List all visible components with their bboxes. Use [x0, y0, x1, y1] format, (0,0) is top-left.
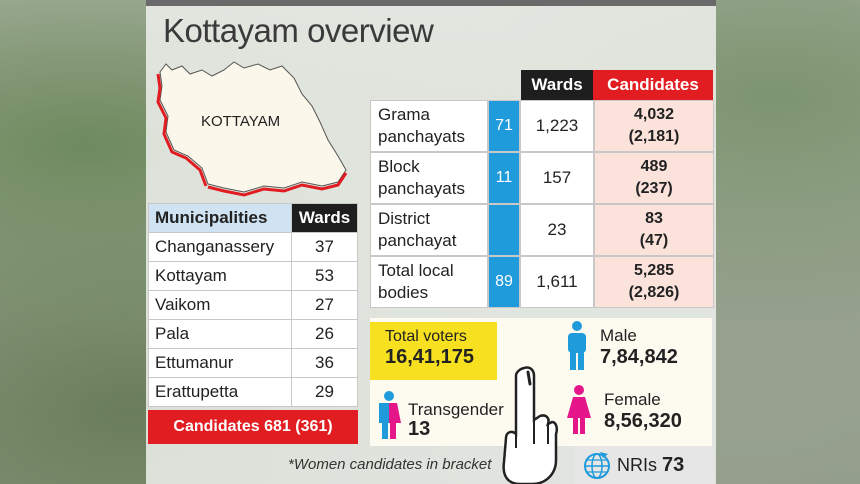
nri-stat: NRIs 73: [617, 454, 684, 477]
municipality-wards: 26: [291, 319, 358, 349]
nri-value: 73: [662, 454, 685, 476]
lb-wards-header: Wards: [521, 70, 593, 100]
municipality-name: Erattupetta: [148, 377, 292, 407]
table-row: Total local bodies 89 1,611 5,285 (2,826): [370, 256, 714, 308]
municipality-name: Vaikom: [148, 290, 292, 320]
lb-count: 89: [488, 256, 520, 308]
lb-wards: 23: [520, 204, 594, 256]
municipality-name: Changanassery: [148, 232, 292, 262]
footnote: *Women candidates in bracket: [288, 456, 492, 473]
wards-header: Wards: [291, 203, 358, 233]
municipalities-table: Municipalities Wards Changanassery 37 Ko…: [148, 203, 358, 407]
table-row: Ettumanur 36: [148, 348, 358, 378]
male-value: 7,84,842: [600, 346, 678, 368]
transgender-label: Transgender: [408, 400, 504, 419]
lb-candidates: 5,285 (2,826): [594, 256, 714, 308]
table-row: Block panchayats 11 157 489 (237): [370, 152, 714, 204]
lb-candidates-header: Candidates: [593, 70, 713, 100]
municipality-name: Kottayam: [148, 261, 292, 291]
lb-candidates: 83 (47): [594, 204, 714, 256]
municipality-wards: 29: [291, 377, 358, 407]
total-voters-label: Total voters: [385, 328, 467, 345]
municipality-name: Ettumanur: [148, 348, 292, 378]
female-icon: [567, 385, 591, 434]
nri-label: NRIs: [617, 455, 657, 475]
table-row: Erattupetta 29: [148, 377, 358, 407]
district-map: [156, 61, 348, 197]
lb-wards: 157: [520, 152, 594, 204]
lb-count: 11: [488, 152, 520, 204]
table-row: Vaikom 27: [148, 290, 358, 320]
municipality-wards: 27: [291, 290, 358, 320]
table-row: Pala 26: [148, 319, 358, 349]
municipality-wards: 37: [291, 232, 358, 262]
table-row: Changanassery 37: [148, 232, 358, 262]
table-header-row: Municipalities Wards: [148, 203, 358, 233]
map-label: KOTTAYAM: [201, 113, 281, 130]
municipalities-header: Municipalities: [148, 203, 292, 233]
lb-name: Block panchayats: [370, 152, 488, 204]
table-row: Grama panchayats 71 1,223 4,032 (2,181): [370, 100, 714, 152]
municipality-wards: 53: [291, 261, 358, 291]
lb-count: [488, 204, 520, 256]
globe-icon: [584, 452, 610, 479]
total-voters-value: 16,41,175: [385, 346, 474, 368]
municipal-candidates-banner: Candidates 681 (361): [148, 410, 358, 444]
lb-name: District panchayat: [370, 204, 488, 256]
lb-candidates: 489 (237): [594, 152, 714, 204]
lb-wards: 1,223: [520, 100, 594, 152]
lb-name: Grama panchayats: [370, 100, 488, 152]
female-value: 8,56,320: [604, 410, 682, 432]
page-title: Kottayam overview: [163, 12, 434, 49]
transgender-icon: [379, 391, 401, 439]
male-icon: [568, 321, 586, 370]
lb-candidates: 4,032 (2,181): [594, 100, 714, 152]
lb-name: Total local bodies: [370, 256, 488, 308]
table-row: Kottayam 53: [148, 261, 358, 291]
transgender-value: 13: [408, 418, 431, 440]
table-row: District panchayat 23 83 (47): [370, 204, 714, 256]
lb-count: 71: [488, 100, 520, 152]
voting-finger-icon: [502, 366, 558, 484]
lb-wards: 1,611: [520, 256, 594, 308]
total-voters-box: Total voters 16,41,175: [370, 322, 497, 380]
female-label: Female: [604, 390, 661, 409]
male-label: Male: [600, 326, 637, 345]
top-bar: [146, 0, 716, 6]
municipality-wards: 36: [291, 348, 358, 378]
municipality-name: Pala: [148, 319, 292, 349]
